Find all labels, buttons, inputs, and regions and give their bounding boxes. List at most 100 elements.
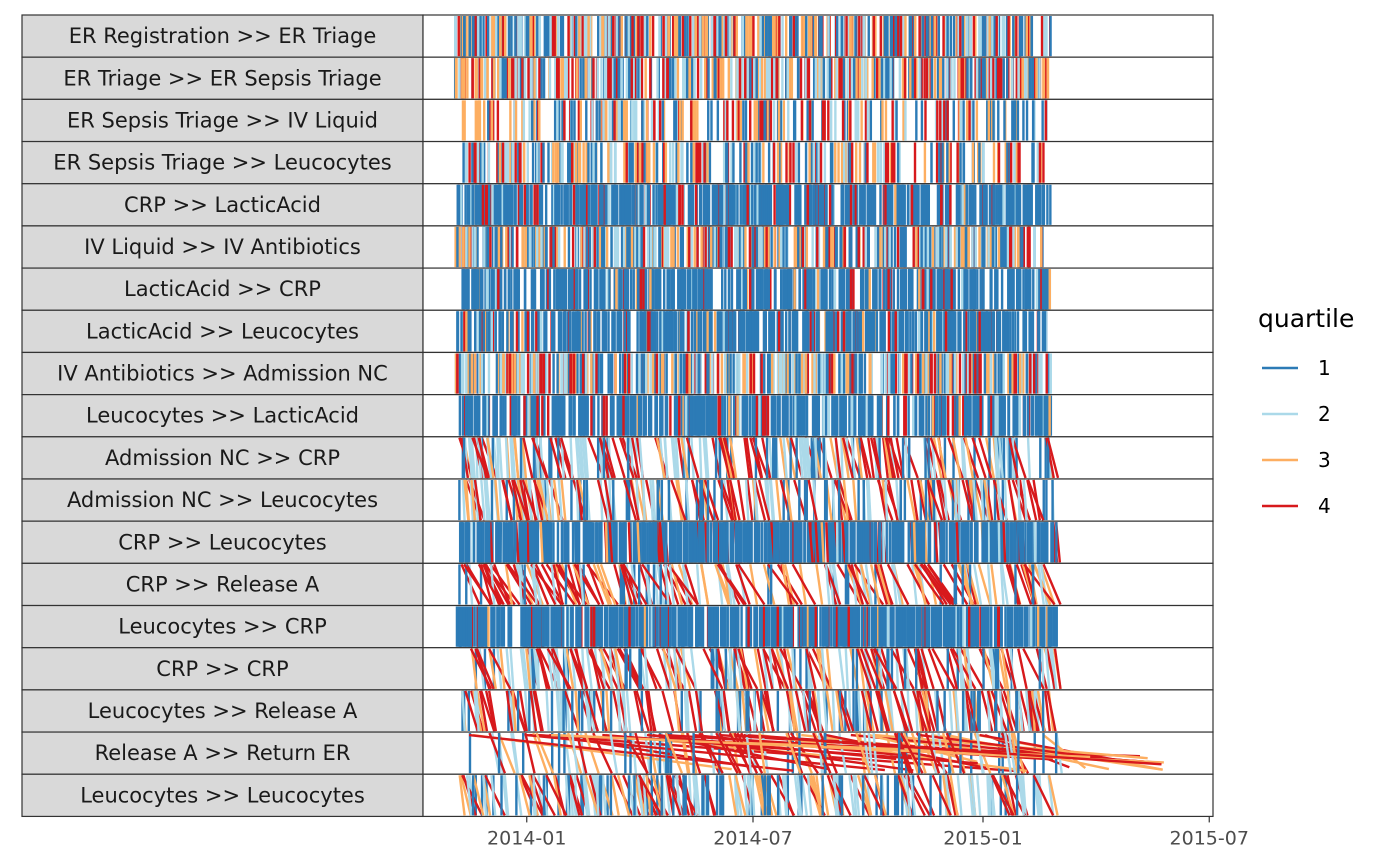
transition-segments xyxy=(454,226,1044,268)
facet-label: Leucocytes >> CRP xyxy=(118,615,326,639)
transition-segment xyxy=(743,437,751,479)
transition-segment xyxy=(971,437,987,479)
transition-segment xyxy=(994,437,1001,479)
facet-strip: CRP >> CRP xyxy=(21,647,424,691)
transition-segment xyxy=(629,479,640,521)
transition-segment xyxy=(728,479,741,521)
transition-segment xyxy=(638,437,644,479)
transition-segment xyxy=(501,479,513,521)
transition-segment xyxy=(545,479,551,521)
transition-segment xyxy=(726,479,735,521)
transition-segment xyxy=(672,437,678,479)
transition-segment xyxy=(461,479,466,521)
transition-segment xyxy=(539,437,545,479)
facet-strip: IV Liquid >> IV Antibiotics xyxy=(21,225,424,269)
facet-strips: ER Registration >> ER Triage ER Triage >>… xyxy=(21,14,424,818)
facet-strip: ER Registration >> ER Triage xyxy=(21,14,424,58)
facet-strip-box xyxy=(21,731,424,775)
transition-segment xyxy=(470,479,477,521)
facet-strip-box xyxy=(21,98,424,143)
transition-segments xyxy=(461,100,1048,141)
transition-segment xyxy=(768,437,774,479)
facet-strip-box xyxy=(21,309,424,354)
transition-segment xyxy=(538,479,549,521)
transition-segment xyxy=(641,479,646,521)
transition-segment xyxy=(744,479,750,521)
transition-segment xyxy=(779,437,787,479)
transition-segment xyxy=(663,437,669,479)
transition-segment xyxy=(842,479,849,521)
transition-segment xyxy=(579,437,585,479)
transition-segment xyxy=(887,479,899,521)
facet-label: CRP >> LacticAcid xyxy=(124,193,321,217)
transition-segment xyxy=(611,437,626,479)
facet-label: LacticAcid >> CRP xyxy=(124,277,321,301)
transition-segment xyxy=(802,437,808,479)
transition-segments xyxy=(456,184,1052,225)
transition-segment xyxy=(757,479,771,521)
transition-segment xyxy=(471,437,489,479)
facet-strip-box xyxy=(21,478,424,522)
transition-segment xyxy=(953,479,958,521)
transition-segment xyxy=(621,437,638,479)
transition-segment xyxy=(785,479,793,521)
transition-segment xyxy=(916,479,928,521)
facet-panel xyxy=(422,436,1214,480)
transition-segment xyxy=(704,437,710,479)
transition-segments xyxy=(453,58,1050,99)
transition-segment xyxy=(535,437,540,479)
transition-segment xyxy=(895,479,901,521)
transition-segment xyxy=(1007,479,1017,521)
transition-segment xyxy=(859,437,872,479)
transition-segment xyxy=(951,437,962,479)
transition-segment xyxy=(510,437,516,479)
transition-segments xyxy=(454,353,1052,394)
transition-segment xyxy=(492,437,498,479)
facet-panel xyxy=(422,140,1214,185)
facet-strip: Leucocytes >> Leucocytes xyxy=(21,773,424,818)
transition-segment xyxy=(698,437,703,479)
transition-segment xyxy=(800,437,807,479)
transition-segment xyxy=(964,437,975,479)
facet-panel xyxy=(422,478,1214,522)
transition-segment xyxy=(520,437,528,479)
transition-segment xyxy=(745,437,754,479)
transition-segment xyxy=(485,479,491,521)
transition-segments xyxy=(454,16,1052,57)
transition-segment xyxy=(512,479,529,521)
transition-segment xyxy=(877,479,888,521)
transition-segment xyxy=(498,437,503,479)
transition-segment xyxy=(483,479,489,521)
transition-segment xyxy=(867,437,875,479)
facet-label: CRP >> CRP xyxy=(156,657,288,681)
transition-segment xyxy=(1026,479,1038,521)
transition-segment xyxy=(496,437,500,479)
transition-segment xyxy=(842,437,854,479)
transition-segment xyxy=(651,479,657,521)
transition-segment xyxy=(775,479,782,521)
facet-label: CRP >> Release A xyxy=(126,572,320,596)
transition-segment xyxy=(557,437,573,479)
facet-label: LacticAcid >> Leucocytes xyxy=(86,319,359,343)
transition-segments xyxy=(458,437,1060,479)
transition-segment xyxy=(957,479,961,521)
transition-segment xyxy=(509,437,514,479)
transition-segment xyxy=(850,437,857,479)
transition-segment xyxy=(1006,437,1010,479)
transition-segments xyxy=(458,479,1055,521)
facet-strip-box xyxy=(21,773,424,818)
transition-segment xyxy=(852,479,858,521)
transition-segment xyxy=(910,479,919,521)
transition-segment xyxy=(753,479,759,521)
facet-strip-box xyxy=(21,394,424,438)
facet-label: Leucocytes >> Release A xyxy=(88,699,358,723)
facet-strip: Leucocytes >> CRP xyxy=(21,604,424,649)
transition-segment xyxy=(494,479,500,521)
transition-segment xyxy=(602,437,616,479)
transition-segment xyxy=(674,437,680,479)
transition-segment xyxy=(749,437,763,479)
transition-segment xyxy=(569,437,574,479)
transition-segment xyxy=(804,437,810,479)
transition-segment xyxy=(685,437,700,479)
facet-panel xyxy=(422,183,1214,227)
